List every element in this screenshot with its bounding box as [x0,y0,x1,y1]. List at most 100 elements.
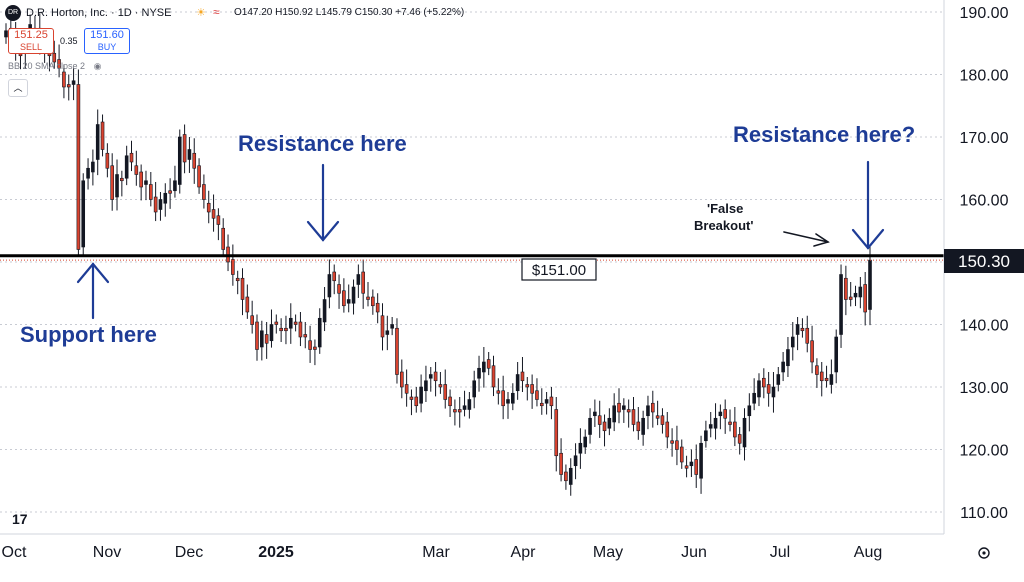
candle [400,359,404,399]
candle-body [525,384,530,388]
candle [255,314,259,361]
x-tick-label: Nov [93,544,121,561]
candle [298,312,303,347]
collapse-chevron-icon[interactable]: ︿ [8,79,28,97]
candle [182,124,187,174]
candle-body [708,424,713,429]
candle [607,408,612,436]
candle-body [115,174,119,198]
candle-body [298,321,303,338]
candle-body [134,165,139,175]
candle-body [747,405,752,417]
x-tick-label: May [593,544,623,561]
candle [144,170,148,201]
candle [197,158,201,194]
candle [853,285,858,307]
candle [120,170,124,197]
y-tick-label: 140.00 [960,318,1009,335]
candle-body [539,402,544,407]
candle [525,377,530,401]
time-axis[interactable]: Oct Nov Dec 2025 Mar Apr May Jun Jul Aug [2,544,883,561]
candle-body [588,417,592,435]
candle [786,337,790,377]
candle [322,287,327,332]
candle [187,137,192,173]
candle-body [110,165,114,200]
eye-icon[interactable]: ◉ [93,61,102,71]
candle-body [279,327,283,332]
false-breakout-line1: 'False [707,201,743,216]
x-tick-label: Aug [854,544,882,561]
candle-body [535,390,539,400]
candle-body [100,121,105,150]
candle [284,315,288,345]
candle-body [515,374,520,392]
symbol-title[interactable]: D.R. Horton, Inc. · 1D · NYSE [26,7,172,19]
candle-body [578,442,583,454]
candle-body [153,196,158,213]
candle [728,409,732,432]
candle-body [245,296,250,313]
candle [245,284,250,319]
sell-price: 151.25 [14,29,48,41]
candle [708,412,713,438]
candle [762,368,766,399]
candle-body [211,209,216,219]
candle-body [593,411,597,417]
buy-button[interactable]: 151.60 BUY [84,28,130,54]
x-tick-label: Dec [175,544,203,561]
false-breakout-line2: Breakout' [694,218,753,233]
candle [684,455,689,478]
candle [660,408,665,434]
candle-body [57,59,61,69]
candle [535,378,539,407]
candle-body [346,299,351,304]
settings-gear-icon[interactable] [978,547,990,559]
candle [742,408,747,461]
candle [332,264,337,295]
candle-body [858,286,863,298]
candle [163,183,168,217]
candle [472,370,476,409]
candle [757,373,761,407]
support-annotation: Support here [20,322,157,347]
candle-body [636,421,641,432]
candle [848,282,853,307]
x-tick-label: Jun [681,544,707,561]
candle [115,159,119,211]
y-tick-label: 190.00 [960,5,1009,22]
candle [539,388,544,415]
candle-body [124,155,129,179]
candle [317,308,322,354]
sell-button[interactable]: 151.25 SELL [8,28,54,54]
sun-icon: ☀ [196,7,206,19]
candle-body [293,321,298,325]
candle [704,420,708,448]
candle [679,439,684,469]
indicator-legend[interactable]: BB 20 SMA close 2 ◉ [8,61,101,72]
candle-body [457,409,462,413]
candle-body [390,324,394,329]
candle [86,158,90,190]
candle [626,399,631,428]
candle-body [718,411,723,417]
candle [293,314,298,332]
candle-body [317,317,322,348]
candle-body [800,327,805,332]
candle [544,392,549,415]
candle-body [501,390,505,407]
candle [62,64,66,99]
wave-icon: ≈ [213,5,220,19]
candle-body [240,277,245,300]
candle [177,129,182,194]
candle [424,365,428,402]
candle-body [433,371,438,382]
candle [438,372,443,394]
candle-body [679,446,684,463]
indicator-label: BB 20 SMA close 2 [8,61,86,71]
candle-body [491,365,496,388]
candle [110,153,114,211]
candle-body [790,336,795,348]
candle [95,109,100,176]
